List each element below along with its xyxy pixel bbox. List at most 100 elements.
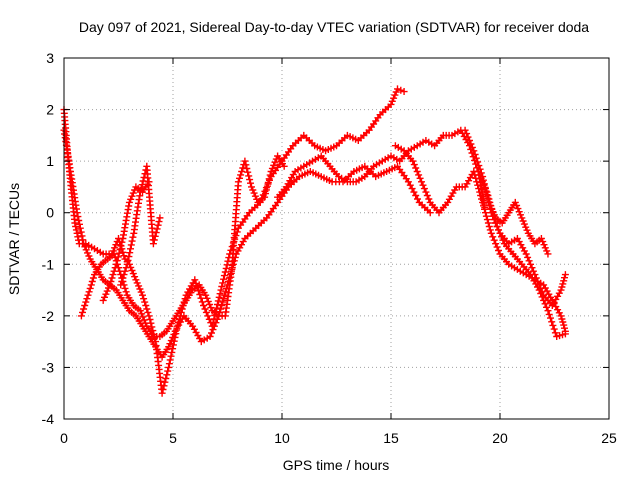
data-point-marker bbox=[169, 341, 177, 349]
data-point-marker bbox=[387, 100, 395, 108]
data-point-marker bbox=[550, 325, 558, 333]
data-point-marker bbox=[217, 305, 225, 313]
data-point-marker bbox=[244, 168, 252, 176]
data-point-marker bbox=[467, 140, 475, 148]
data-point-marker bbox=[400, 88, 408, 96]
data-point-marker bbox=[482, 212, 490, 220]
data-point-marker bbox=[214, 301, 221, 308]
data-point-marker bbox=[422, 188, 430, 196]
data-point-marker bbox=[139, 177, 147, 185]
data-point-marker bbox=[138, 181, 146, 189]
data-point-marker bbox=[548, 318, 556, 326]
data-point-marker bbox=[263, 182, 271, 190]
data-point-marker bbox=[420, 185, 428, 193]
data-point-marker bbox=[551, 329, 559, 337]
data-point-marker bbox=[423, 192, 431, 199]
data-point-marker bbox=[82, 298, 90, 306]
data-point-marker bbox=[518, 214, 526, 222]
data-point-marker bbox=[488, 205, 496, 213]
data-point-marker bbox=[164, 367, 172, 375]
data-point-marker bbox=[131, 273, 139, 281]
data-point-marker bbox=[150, 236, 158, 244]
data-point-marker bbox=[268, 164, 276, 172]
y-tick-label: 3 bbox=[46, 50, 54, 66]
data-point-marker bbox=[485, 223, 493, 230]
data-point-marker bbox=[202, 291, 210, 299]
data-point-marker bbox=[111, 264, 119, 272]
data-point-marker bbox=[138, 310, 146, 318]
data-point-marker bbox=[419, 181, 427, 189]
data-point-marker bbox=[410, 161, 418, 169]
data-point-marker bbox=[140, 295, 148, 303]
data-point-marker bbox=[246, 176, 254, 184]
data-point-marker bbox=[496, 229, 504, 237]
data-point-marker bbox=[212, 319, 220, 327]
data-point-marker bbox=[261, 193, 269, 201]
plot-frame bbox=[63, 57, 610, 420]
data-point-marker bbox=[477, 174, 485, 182]
data-point-marker bbox=[484, 192, 492, 199]
data-point-marker bbox=[198, 298, 206, 306]
data-point-marker bbox=[249, 186, 257, 194]
data-point-marker bbox=[519, 217, 527, 225]
data-point-marker bbox=[78, 232, 86, 240]
data-point-marker bbox=[170, 330, 178, 338]
data-point-marker bbox=[122, 264, 130, 272]
data-point-marker bbox=[538, 293, 546, 301]
data-point-marker bbox=[545, 310, 553, 318]
data-point-marker bbox=[79, 236, 87, 244]
data-point-marker bbox=[125, 253, 133, 261]
data-point-marker bbox=[108, 274, 116, 282]
data-point-marker bbox=[136, 188, 144, 196]
data-point-marker bbox=[493, 243, 501, 251]
data-point-marker bbox=[76, 224, 84, 232]
data-point-marker bbox=[204, 297, 212, 305]
data-point-marker bbox=[266, 171, 274, 179]
data-point-marker bbox=[409, 157, 417, 165]
data-point-marker bbox=[206, 301, 214, 308]
data-point-marker bbox=[486, 226, 494, 234]
data-point-marker bbox=[87, 281, 95, 289]
data-point-marker bbox=[221, 291, 229, 299]
data-point-marker bbox=[215, 293, 223, 301]
data-point-marker bbox=[425, 195, 433, 203]
data-point-marker bbox=[125, 198, 133, 206]
data-point-marker bbox=[221, 268, 229, 276]
x-tick-label: 20 bbox=[492, 430, 508, 446]
data-point-marker bbox=[493, 223, 501, 230]
data-point-marker bbox=[474, 158, 482, 166]
data-point-marker bbox=[237, 171, 245, 179]
data-point-marker bbox=[483, 216, 491, 224]
data-point-marker bbox=[559, 318, 567, 326]
data-point-marker bbox=[397, 86, 405, 94]
data-point-marker bbox=[492, 240, 500, 248]
data-point-marker bbox=[482, 185, 489, 193]
series-track-i bbox=[474, 168, 569, 340]
data-point-marker bbox=[561, 274, 568, 282]
data-point-marker bbox=[495, 247, 502, 254]
data-point-marker bbox=[236, 174, 243, 182]
data-point-marker bbox=[141, 298, 149, 306]
data-point-marker bbox=[214, 297, 222, 305]
data-point-marker bbox=[162, 375, 170, 382]
data-point-marker bbox=[137, 288, 145, 296]
data-point-marker bbox=[142, 319, 149, 327]
data-point-marker bbox=[204, 312, 212, 320]
data-point-marker bbox=[524, 253, 532, 261]
data-point-marker bbox=[477, 192, 485, 199]
data-point-marker bbox=[112, 260, 120, 268]
data-point-marker bbox=[544, 250, 552, 258]
data-point-marker bbox=[463, 130, 471, 138]
data-point-marker bbox=[111, 244, 119, 252]
data-point-marker bbox=[242, 161, 250, 169]
data-point-marker bbox=[114, 253, 122, 261]
data-point-marker bbox=[210, 322, 218, 330]
data-point-marker bbox=[89, 274, 97, 282]
data-point-marker bbox=[84, 249, 91, 257]
data-point-marker bbox=[511, 198, 519, 206]
x-tick-label: 15 bbox=[383, 430, 399, 446]
data-point-marker bbox=[416, 174, 424, 182]
data-point-marker bbox=[128, 192, 136, 200]
data-point-marker bbox=[75, 217, 83, 224]
data-point-marker bbox=[74, 213, 82, 221]
